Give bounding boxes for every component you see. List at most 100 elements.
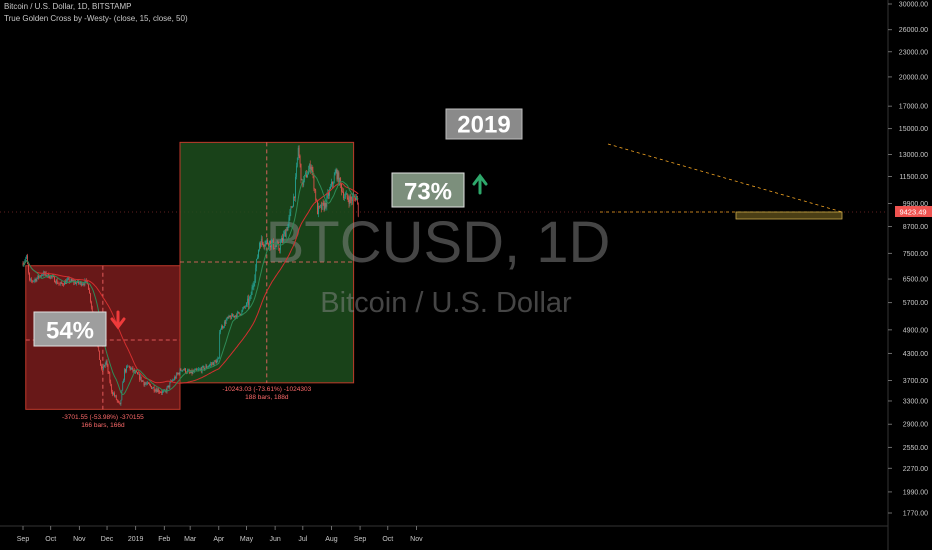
candle-body xyxy=(224,321,226,324)
candle xyxy=(252,282,254,290)
candle-body xyxy=(157,389,159,393)
candle-body xyxy=(341,183,342,192)
candle-body xyxy=(115,395,116,397)
y-tick-label: 2270.00 xyxy=(903,466,928,473)
candle xyxy=(187,368,189,371)
candle xyxy=(82,282,84,286)
candle xyxy=(125,368,126,374)
candle-body xyxy=(74,281,76,283)
candle xyxy=(113,391,114,396)
candle-body xyxy=(172,380,173,382)
down-measure-readout: -3701.55 (-53.98%) -370155 xyxy=(62,414,144,421)
candle-body xyxy=(313,174,315,189)
candle xyxy=(179,367,181,376)
candle-body xyxy=(259,243,261,247)
candle-body xyxy=(203,366,205,370)
candle-body xyxy=(180,369,182,371)
candle xyxy=(182,369,184,372)
candle xyxy=(324,199,326,212)
candle-body xyxy=(261,238,263,243)
candle xyxy=(157,388,159,393)
candle xyxy=(218,357,220,360)
candle-body xyxy=(296,157,298,166)
candle-body xyxy=(218,357,220,359)
candle-body xyxy=(202,366,204,367)
candle xyxy=(27,253,28,265)
candle xyxy=(341,182,342,196)
candle-body xyxy=(275,245,277,247)
candle-body xyxy=(213,360,215,366)
candle xyxy=(235,315,236,319)
candle-body xyxy=(211,363,212,365)
candle xyxy=(303,176,305,188)
candle xyxy=(210,361,211,368)
candle xyxy=(191,368,193,376)
candle xyxy=(354,194,355,202)
candle xyxy=(197,368,198,371)
candle xyxy=(181,370,183,372)
candle-body xyxy=(253,283,255,287)
candle xyxy=(234,315,235,319)
candle xyxy=(247,294,249,309)
candle xyxy=(318,202,319,218)
candle-body xyxy=(192,371,194,374)
candle xyxy=(74,279,76,285)
candle-body xyxy=(159,392,161,393)
candle-body xyxy=(185,368,186,373)
candle xyxy=(169,381,171,390)
candle-body xyxy=(267,239,269,244)
candle-body xyxy=(102,365,104,370)
symbol-header: Bitcoin / U.S. Dollar, 1D, BITSTAMP xyxy=(4,2,132,11)
candle xyxy=(263,244,265,250)
candle-body xyxy=(262,242,264,246)
candle xyxy=(119,402,121,405)
candle xyxy=(319,205,320,209)
candle-body xyxy=(216,360,218,364)
candle xyxy=(246,301,247,308)
candle-body xyxy=(22,263,24,266)
up-percent-label-box xyxy=(391,172,465,208)
candle xyxy=(216,358,218,364)
candle-body xyxy=(36,278,38,282)
candle-body xyxy=(320,204,321,207)
candle-body xyxy=(332,183,334,185)
candle xyxy=(153,385,155,393)
candle-body xyxy=(281,237,282,243)
candle xyxy=(137,371,138,375)
candle xyxy=(115,395,116,398)
candle-body xyxy=(152,387,154,389)
candle xyxy=(108,370,110,374)
candle-body xyxy=(241,310,243,315)
candle-body xyxy=(287,224,289,231)
candle-body xyxy=(132,367,134,372)
candle xyxy=(34,277,36,283)
candle-body xyxy=(119,402,121,405)
candle-body xyxy=(198,369,199,370)
candle-body xyxy=(28,264,29,273)
candle-body xyxy=(67,278,69,279)
candle-body xyxy=(335,169,337,173)
candle xyxy=(357,202,359,218)
candle xyxy=(313,173,315,192)
candle-body xyxy=(30,279,32,281)
candle-body xyxy=(197,369,198,371)
candle-body xyxy=(311,166,313,171)
candle-body xyxy=(177,372,179,375)
candle xyxy=(152,386,154,389)
candle xyxy=(61,280,63,284)
candle xyxy=(339,177,341,186)
candle-body xyxy=(24,260,26,264)
candle-body xyxy=(214,360,216,362)
candle xyxy=(151,387,153,390)
watermark-name: Bitcoin / U.S. Dollar xyxy=(320,287,572,319)
candle-body xyxy=(240,314,242,315)
candle xyxy=(288,214,290,228)
candle-body xyxy=(127,366,128,367)
x-tick-label: Nov xyxy=(73,536,86,543)
candle-body xyxy=(117,400,119,402)
candle-body xyxy=(298,147,300,156)
candle-body xyxy=(220,329,221,333)
last-price-tag-text: 9423.49 xyxy=(899,208,926,217)
candle-body xyxy=(231,314,233,320)
